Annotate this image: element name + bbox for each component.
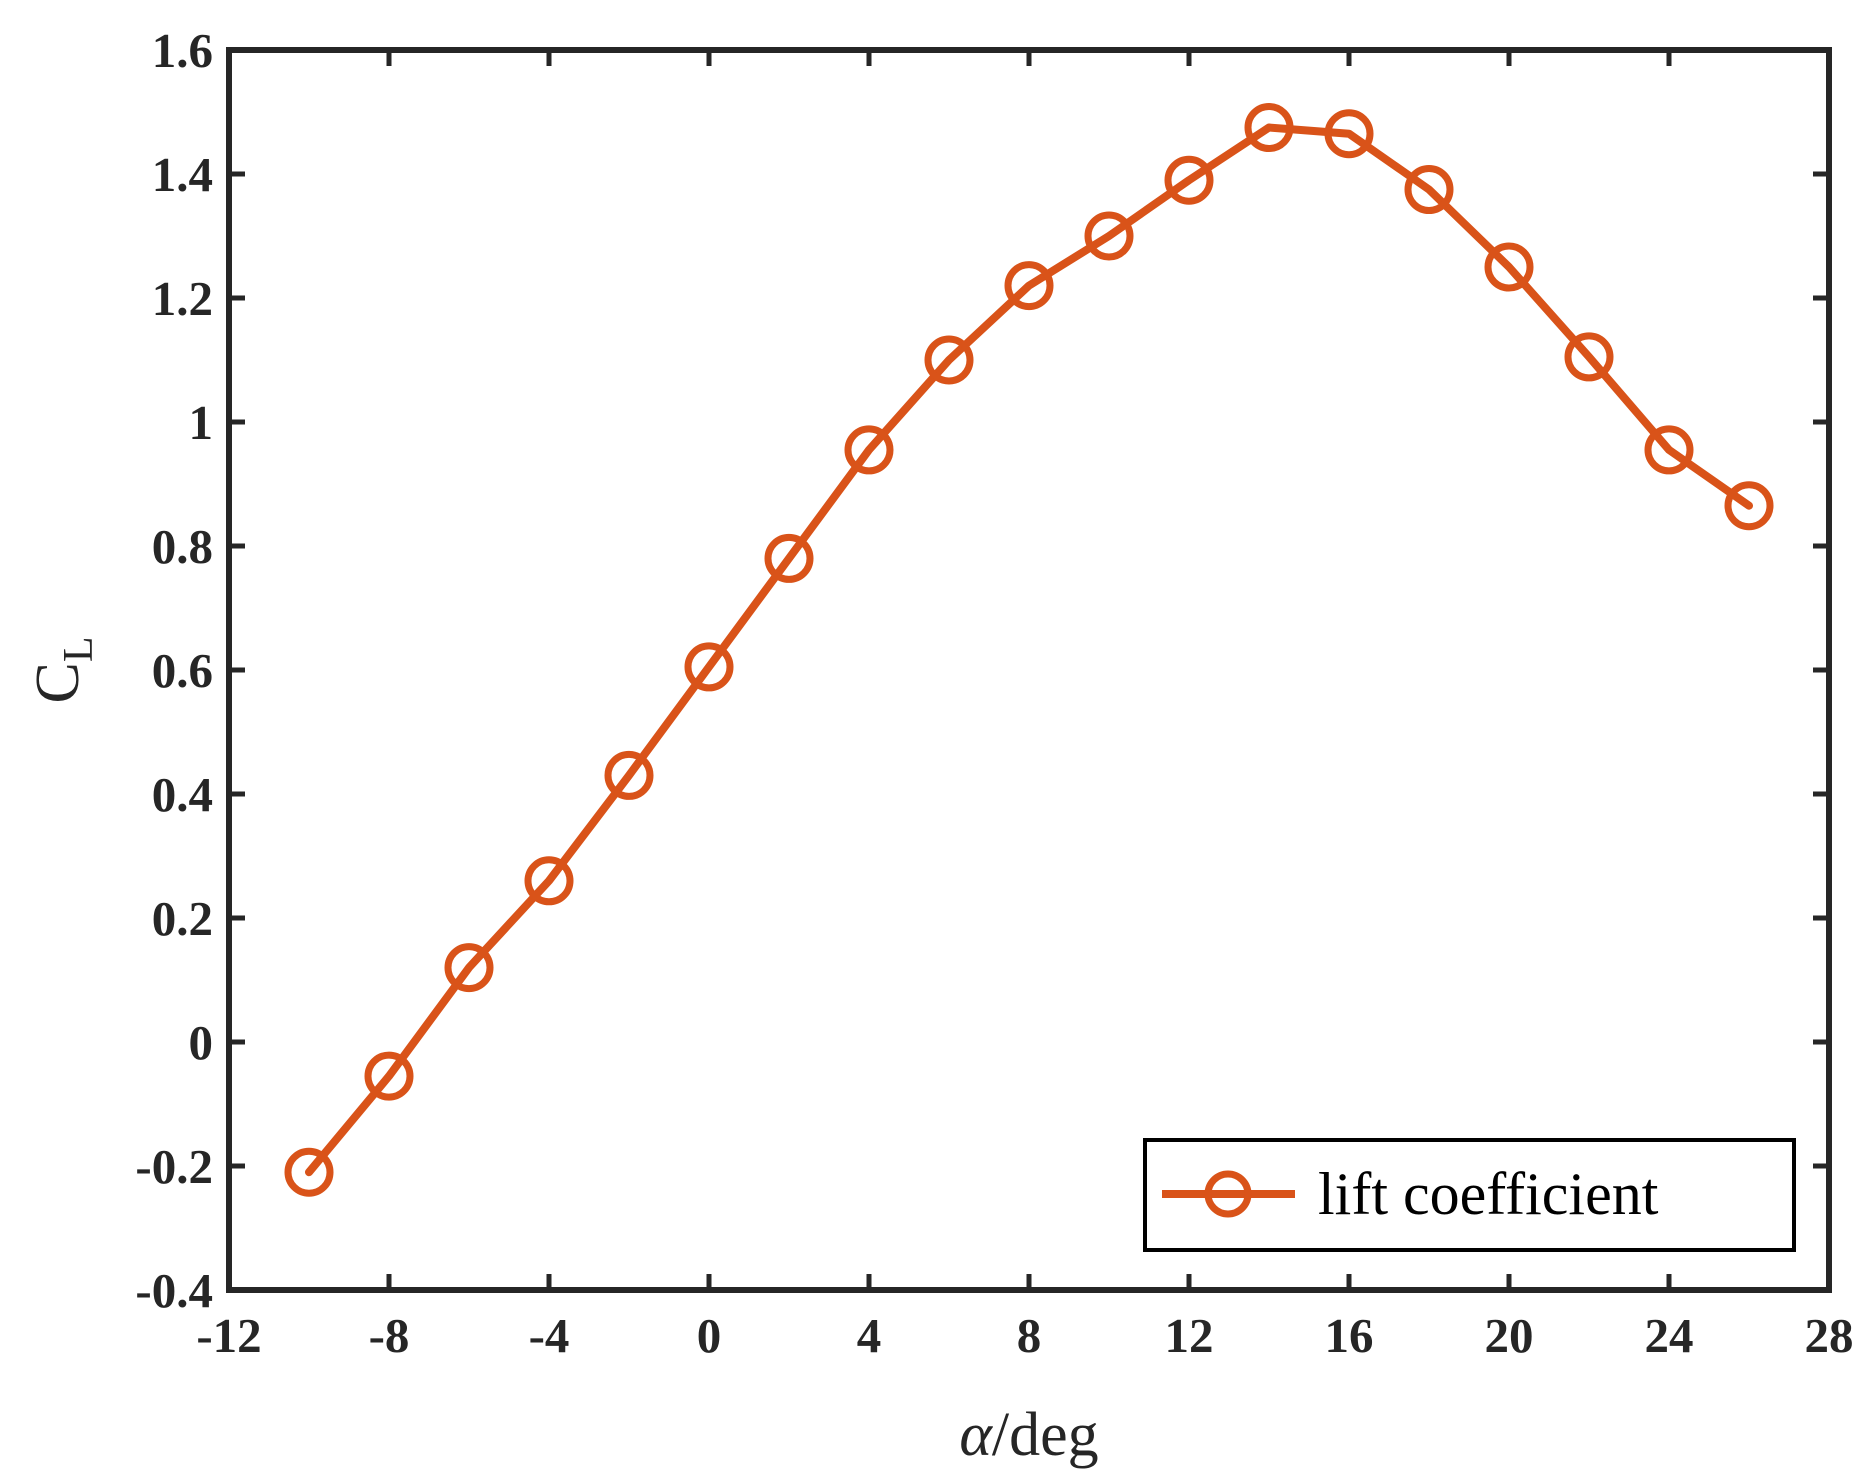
data-point-marker <box>1484 242 1534 292</box>
x-tick-label: 0 <box>697 1308 722 1363</box>
y-tick-label: 0.6 <box>152 643 213 698</box>
y-tick-label: 1.4 <box>152 147 213 202</box>
data-point-marker <box>284 1147 334 1197</box>
x-tick-label: 4 <box>857 1308 882 1363</box>
x-axis-label-symbol: α <box>959 1401 993 1469</box>
x-tick-label: -12 <box>196 1308 261 1363</box>
y-tick-label: 0.8 <box>152 519 213 574</box>
data-point-marker <box>764 533 814 583</box>
y-tick-label: 0.4 <box>152 767 213 822</box>
data-point-marker <box>1244 103 1294 152</box>
series-line-lift-coefficient <box>305 123 1753 1177</box>
y-tick-label: 0.2 <box>152 891 213 946</box>
data-point-marker <box>1404 165 1454 214</box>
y-tick-label: 1 <box>189 395 214 450</box>
x-tick-label: 12 <box>1165 1308 1214 1363</box>
legend: lift coefficient <box>1143 1138 1796 1252</box>
data-point-marker <box>1164 155 1214 205</box>
data-point-marker <box>844 425 894 475</box>
ticks-layer: -12 -8 -4 0 4 8 12 16 20 24 28 -0.4 -0.2 0 0.2 0.4 0.6 0.… <box>135 23 1853 1363</box>
legend-marker-swatch <box>1204 1170 1252 1218</box>
data-point-marker <box>604 750 654 800</box>
data-point-marker <box>924 335 974 385</box>
data-point-marker <box>1004 261 1054 311</box>
legend-entry-label: lift coefficient <box>1318 1161 1659 1227</box>
y-tick-label: -0.4 <box>135 1263 213 1318</box>
y-axis-label-subscript: L <box>56 636 102 662</box>
data-point-marker <box>1324 109 1374 159</box>
series-layer <box>284 103 1774 1197</box>
data-point-marker <box>1564 332 1614 382</box>
y-tick-label: 1.6 <box>152 23 213 78</box>
x-tick-label: 24 <box>1645 1308 1694 1363</box>
data-point-marker <box>684 642 734 692</box>
data-point-marker <box>1084 211 1134 261</box>
x-tick-label: 16 <box>1325 1308 1374 1363</box>
x-tick-label: -8 <box>369 1308 410 1363</box>
x-axis-label-unit: /deg <box>992 1401 1099 1469</box>
y-tick-label: 0 <box>189 1015 214 1070</box>
x-tick-label: 20 <box>1485 1308 1534 1363</box>
plot-frame <box>226 47 1832 1293</box>
x-tick-label: 8 <box>1017 1308 1042 1363</box>
y-tick-label: 1.2 <box>152 271 213 326</box>
x-tick-label: 28 <box>1805 1308 1854 1363</box>
y-axis-label: CL <box>24 636 102 703</box>
x-tick-label: -4 <box>529 1308 570 1363</box>
x-axis-label: α/deg <box>959 1401 1098 1469</box>
y-tick-label: -0.2 <box>135 1139 213 1194</box>
data-point-marker <box>1724 481 1774 531</box>
data-point-marker <box>1644 425 1694 475</box>
data-point-marker <box>524 856 574 906</box>
y-axis-label-main: C <box>24 662 92 703</box>
data-point-marker <box>364 1051 414 1101</box>
data-point-marker <box>444 943 494 993</box>
